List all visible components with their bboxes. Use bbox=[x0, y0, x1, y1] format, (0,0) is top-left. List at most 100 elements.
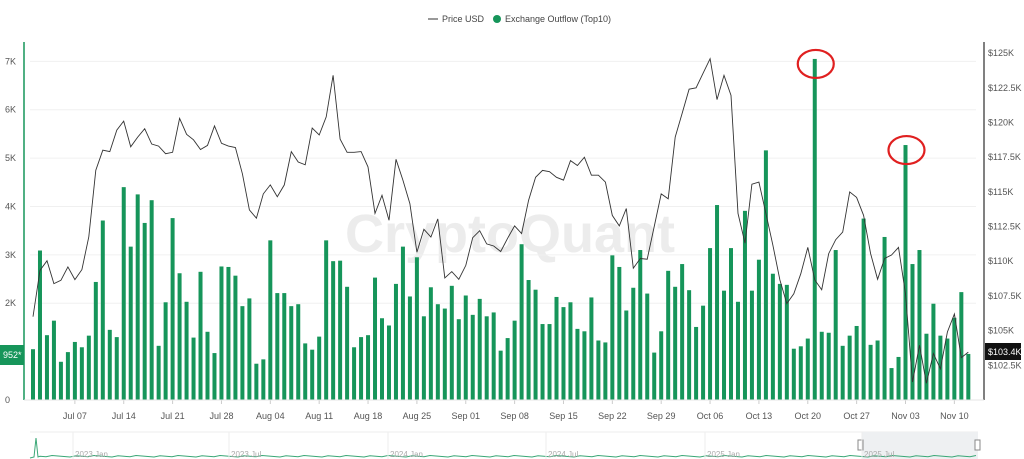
legend-item-price[interactable]: Price USD bbox=[428, 14, 485, 24]
legend-label-outflow: Exchange Outflow (Top10) bbox=[505, 14, 611, 24]
right-tick-label: $110K bbox=[988, 256, 1013, 266]
outflow-bar bbox=[505, 338, 510, 400]
outflow-bar bbox=[414, 257, 419, 400]
x-tick-label: Sep 15 bbox=[549, 411, 578, 421]
outflow-bar bbox=[729, 248, 733, 400]
outflow-bar bbox=[58, 361, 63, 400]
outflow-bar bbox=[184, 301, 189, 400]
outflow-bar bbox=[240, 306, 245, 400]
right-tick-label: $112.5K bbox=[988, 222, 1021, 232]
outflow-bar bbox=[596, 340, 601, 400]
outflow-bar bbox=[191, 337, 196, 400]
outflow-bar bbox=[763, 150, 768, 400]
navigator-label: 2023 Jul bbox=[231, 450, 261, 459]
outflow-bar bbox=[282, 293, 287, 400]
outflow-bar bbox=[303, 343, 308, 400]
outflow-bar bbox=[533, 289, 538, 400]
outflow-bar bbox=[512, 320, 517, 400]
outflow-bar bbox=[526, 280, 531, 400]
outflow-bar bbox=[610, 255, 615, 400]
x-tick-label: Oct 13 bbox=[746, 411, 773, 421]
outflow-bar bbox=[247, 298, 252, 400]
right-tick-label: $115K bbox=[988, 187, 1013, 197]
outflow-bar bbox=[589, 297, 594, 400]
outflow-bar bbox=[791, 348, 796, 400]
x-tick-label: Oct 20 bbox=[795, 411, 822, 421]
x-tick-label: Sep 29 bbox=[647, 411, 676, 421]
outflow-bar bbox=[840, 345, 845, 400]
outflow-bar bbox=[952, 317, 957, 400]
outflow-bar bbox=[93, 281, 98, 400]
outflow-bar bbox=[673, 286, 678, 400]
x-tick-label: Aug 11 bbox=[305, 411, 333, 421]
outflow-bar bbox=[380, 318, 384, 400]
outflow-bar bbox=[261, 359, 266, 400]
outflow-bar bbox=[359, 337, 364, 400]
outflow-bar bbox=[44, 335, 49, 400]
outflow-bar bbox=[219, 266, 224, 400]
outflow-bar bbox=[931, 303, 936, 400]
left-tick-label: 5K bbox=[5, 153, 16, 163]
outflow-bar bbox=[435, 304, 440, 400]
outflow-bar bbox=[687, 290, 692, 400]
outflow-bar bbox=[498, 350, 503, 400]
navigator-selection[interactable] bbox=[862, 432, 978, 459]
outflow-bar bbox=[708, 248, 713, 400]
outflow-bar bbox=[903, 145, 908, 400]
right-axis: $102.5K $105K $107.5K $110K $112.5K $115K $117… bbox=[988, 48, 1022, 370]
outflow-bar bbox=[638, 250, 643, 400]
outflow-bar bbox=[742, 210, 747, 400]
navigator-label: 2025 Jan bbox=[707, 450, 740, 459]
outflow-bar bbox=[386, 325, 391, 400]
outflow-bar bbox=[51, 320, 56, 400]
x-tick-label: Aug 18 bbox=[354, 411, 383, 421]
x-tick-label: Nov 10 bbox=[940, 411, 969, 421]
outflow-bar bbox=[79, 347, 84, 400]
x-tick-label: Sep 22 bbox=[598, 411, 627, 421]
navigator-right-handle[interactable] bbox=[974, 439, 981, 451]
outflow-bar bbox=[135, 194, 140, 400]
range-navigator[interactable]: 2023 Jan 2023 Jul 2024 Jan 2024 Jul 2025 Jan… bbox=[29, 431, 981, 459]
navigator-label: 2024 Jul bbox=[548, 450, 578, 459]
outflow-bar bbox=[163, 302, 168, 400]
outflow-bar bbox=[540, 324, 545, 400]
outflow-bar bbox=[896, 356, 901, 400]
navigator-label: 2024 Jan bbox=[390, 450, 423, 459]
outflow-bar bbox=[37, 250, 42, 400]
outflow-bar bbox=[407, 296, 412, 400]
right-tick-label: $105K bbox=[988, 326, 1014, 336]
outflow-bar bbox=[477, 298, 482, 400]
outflow-bars bbox=[31, 58, 971, 400]
highlight-circle bbox=[887, 134, 926, 166]
navigator-left-handle[interactable] bbox=[857, 439, 864, 451]
legend-label-price: Price USD bbox=[442, 14, 485, 24]
outflow-bar bbox=[847, 335, 852, 400]
outflow-bar bbox=[749, 290, 754, 400]
navigator-series bbox=[29, 437, 977, 459]
outflow-bar bbox=[373, 277, 378, 400]
outflow-bar bbox=[659, 331, 664, 400]
right-tick-label: $120K bbox=[988, 117, 1014, 127]
outflow-bar bbox=[666, 270, 671, 400]
x-tick-label: Jul 14 bbox=[112, 411, 136, 421]
outflow-bar bbox=[547, 324, 552, 400]
legend-item-outflow[interactable]: Exchange Outflow (Top10) bbox=[493, 14, 611, 24]
right-tick-label: $107.5K bbox=[988, 291, 1022, 301]
outflow-bar bbox=[114, 337, 119, 400]
right-value-badge: $103.4K bbox=[985, 343, 1022, 360]
outflow-bar bbox=[868, 344, 873, 400]
annotations bbox=[796, 48, 926, 166]
x-tick-label: Aug 25 bbox=[403, 411, 432, 421]
outflow-bar bbox=[212, 353, 217, 400]
outflow-bar bbox=[882, 236, 887, 400]
outflow-bar bbox=[463, 295, 468, 400]
outflow-bar bbox=[917, 250, 922, 400]
outflow-bar bbox=[121, 187, 126, 400]
outflow-bar bbox=[617, 266, 622, 400]
left-axis: 0 2K 3K 4K 5K 6K 7K bbox=[5, 56, 16, 405]
outflow-bar bbox=[107, 329, 112, 400]
outflow-bar bbox=[484, 316, 489, 400]
outflow-bar bbox=[701, 305, 706, 400]
x-axis: Jul 07 Jul 14 Jul 21 Jul 28 Aug 04 Aug 11 Aug … bbox=[63, 400, 969, 421]
